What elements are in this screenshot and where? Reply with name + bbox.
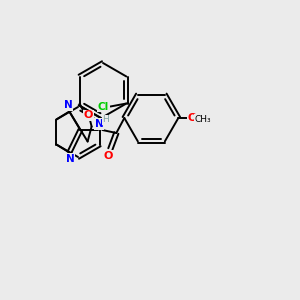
Text: CH₃: CH₃ [194, 115, 211, 124]
Text: O: O [188, 113, 197, 123]
Text: Cl: Cl [98, 101, 109, 112]
Text: N: N [66, 154, 75, 164]
Text: H: H [102, 116, 109, 124]
Text: N: N [64, 100, 73, 110]
Text: O: O [84, 110, 93, 121]
Text: O: O [104, 151, 113, 161]
Text: N: N [95, 119, 104, 129]
